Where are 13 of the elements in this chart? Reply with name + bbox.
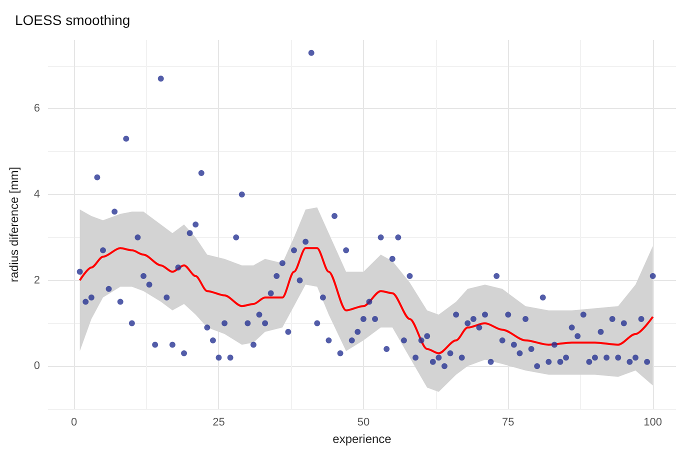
chart-title: LOESS smoothing: [15, 12, 130, 28]
y-tick-label: 6: [34, 102, 40, 115]
x-tick-label: 0: [70, 416, 78, 429]
x-tick-label: 25: [212, 416, 225, 429]
x-axis-title: experience: [332, 432, 392, 446]
x-tick-label: 100: [644, 416, 662, 429]
line-series: [78, 247, 654, 354]
y-tick-label: 4: [34, 188, 40, 201]
y-tick-label: 2: [34, 274, 40, 286]
x-tick-label: 50: [357, 416, 370, 429]
y-axis-title: radius diference [mm]: [7, 166, 21, 282]
y-tick-label: 0: [34, 360, 40, 372]
x-tick-label: 75: [502, 416, 514, 429]
